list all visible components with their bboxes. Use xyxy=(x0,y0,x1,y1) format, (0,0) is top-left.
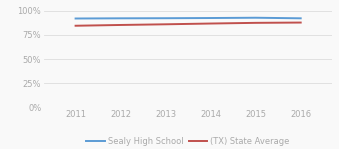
(TX) State Average xyxy=(254,22,258,24)
Sealy High School xyxy=(208,17,213,19)
Sealy High School xyxy=(254,17,258,19)
(TX) State Average xyxy=(164,23,168,25)
Sealy High School xyxy=(119,17,123,19)
(TX) State Average xyxy=(74,25,78,27)
Sealy High School xyxy=(74,18,78,19)
(TX) State Average xyxy=(119,24,123,26)
(TX) State Average xyxy=(299,22,303,23)
Sealy High School xyxy=(164,17,168,19)
Line: (TX) State Average: (TX) State Average xyxy=(76,22,301,26)
Sealy High School xyxy=(299,17,303,19)
Legend: Sealy High School, (TX) State Average: Sealy High School, (TX) State Average xyxy=(83,134,293,149)
(TX) State Average xyxy=(208,23,213,24)
